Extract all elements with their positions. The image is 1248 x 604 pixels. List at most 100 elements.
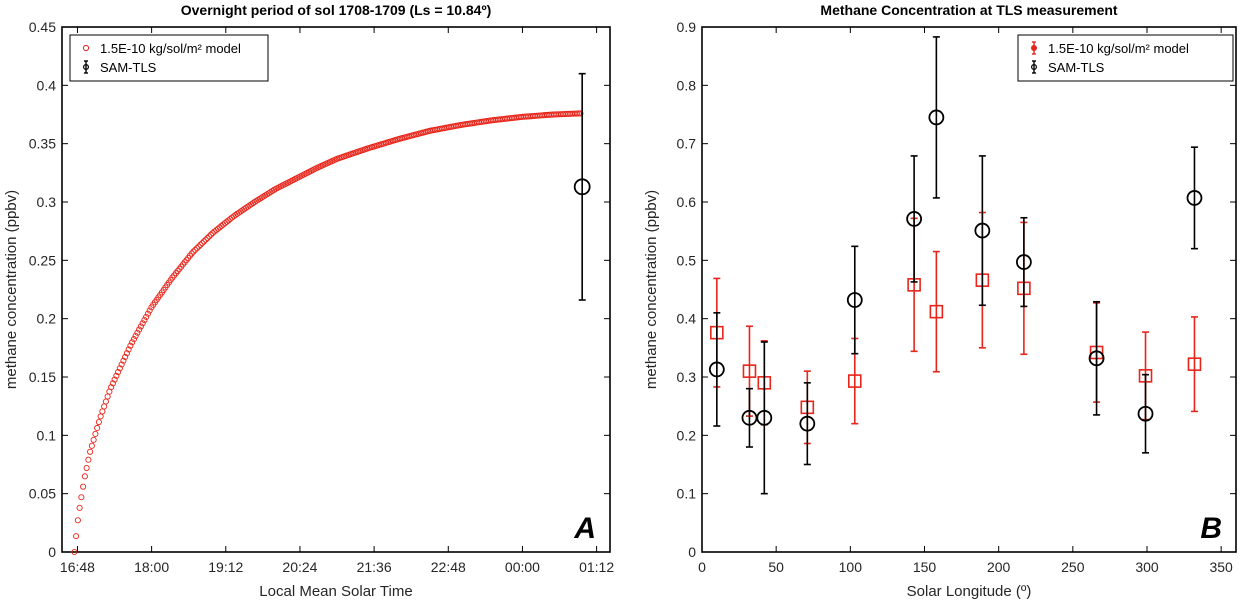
data-point — [974, 222, 991, 239]
data-point — [846, 292, 863, 308]
model-point — [134, 329, 141, 336]
y-tick-label: 0 — [48, 544, 56, 560]
model-point — [575, 110, 582, 117]
model-point — [207, 231, 214, 238]
y-tick-label: 0.4 — [37, 77, 57, 93]
model-point — [204, 235, 211, 242]
y-tick-label: 0 — [688, 544, 696, 560]
x-axis-label: Local Mean Solar Time — [259, 583, 412, 600]
plot-frame — [61, 26, 611, 553]
y-tick-label: 0.3 — [677, 369, 697, 385]
data-point — [742, 364, 757, 378]
plot-frame — [701, 26, 1237, 553]
x-tick-label: 16:48 — [60, 559, 95, 575]
x-tick-label: 19:12 — [208, 559, 243, 575]
model-point — [192, 246, 199, 253]
legend-label: SAM-TLS — [100, 60, 157, 75]
x-tick-label: 200 — [987, 559, 1011, 575]
data-point — [928, 109, 945, 126]
model-point — [190, 248, 197, 255]
x-tick-label: 01:12 — [579, 559, 614, 575]
model-point — [94, 424, 101, 432]
legend: 1.5E-10 kg/sol/m² model SAM-TLS — [1017, 34, 1234, 82]
data-point — [756, 409, 773, 426]
model-point — [99, 408, 106, 415]
legend-marker — [1030, 63, 1037, 70]
model-point — [125, 346, 132, 353]
data-point — [708, 361, 725, 378]
y-tick-label: 0.2 — [677, 427, 697, 443]
y-tick-label: 0.3 — [37, 194, 57, 210]
legend-label: 1.5E-10 kg/sol/m² model — [100, 41, 241, 56]
model-point — [144, 310, 151, 317]
y-tick-label: 0.1 — [37, 427, 57, 443]
legend-box — [69, 34, 269, 82]
model-point — [202, 236, 209, 243]
y-axis-label: methane concentration (ppbv) — [3, 190, 20, 389]
model-point — [109, 380, 116, 387]
legend-marker — [82, 44, 90, 52]
x-tick-label: 18:00 — [134, 559, 169, 575]
model-point — [127, 342, 134, 349]
x-axis-label: Solar Longitude (º) — [907, 583, 1032, 600]
model-point — [122, 353, 129, 361]
model-point — [116, 365, 123, 372]
model-point — [90, 436, 97, 443]
model-point — [200, 238, 207, 245]
model-point — [123, 350, 130, 357]
model-point — [102, 398, 109, 405]
data-point — [847, 374, 862, 388]
legend-box — [1017, 34, 1234, 82]
y-tick-label: 0.9 — [677, 19, 697, 35]
chart-title: Overnight period of sol 1708-1709 (Ls = … — [181, 2, 492, 18]
model-point — [577, 110, 584, 117]
chart-title: Methane Concentration at TLS measurement — [820, 2, 1118, 18]
x-tick-label: 150 — [913, 559, 937, 575]
model-point — [73, 533, 80, 540]
legend-marker — [1030, 44, 1037, 51]
x-tick-label: 21:36 — [357, 559, 392, 575]
model-point — [104, 393, 111, 400]
y-tick-label: 0.2 — [37, 311, 57, 327]
x-tick-label: 22:48 — [431, 559, 466, 575]
x-tick-label: 250 — [1061, 559, 1085, 575]
model-point — [85, 456, 92, 463]
y-tick-label: 0.45 — [29, 19, 56, 35]
model-point — [137, 323, 144, 330]
model-point — [120, 357, 127, 364]
model-point — [83, 464, 90, 472]
x-tick-label: 50 — [768, 559, 784, 575]
data-point — [799, 415, 816, 432]
y-tick-label: 0.25 — [29, 252, 56, 268]
series-0 — [71, 110, 584, 556]
model-point — [197, 241, 204, 248]
model-point — [97, 413, 104, 420]
model-point — [193, 245, 200, 252]
data-point — [1088, 350, 1105, 367]
y-tick-label: 0.1 — [677, 486, 697, 502]
model-point — [130, 336, 137, 343]
x-tick-label: 00:00 — [505, 559, 540, 575]
panel-letter: A — [573, 512, 596, 545]
y-tick-label: 0.4 — [677, 311, 697, 327]
model-point — [129, 339, 136, 346]
data-point — [929, 304, 944, 319]
model-point — [76, 504, 83, 511]
model-point — [111, 376, 118, 383]
y-axis-label: methane concentration (ppbv) — [643, 190, 660, 389]
data-point — [1186, 190, 1203, 206]
model-point — [95, 418, 102, 426]
model-point — [118, 361, 125, 368]
y-tick-label: 0.05 — [29, 486, 56, 502]
x-tick-label: 350 — [1209, 559, 1233, 575]
x-tick-label: 20:24 — [282, 559, 317, 575]
model-point — [573, 110, 580, 117]
y-tick-label: 0.5 — [677, 252, 697, 268]
legend-label: 1.5E-10 kg/sol/m² model — [1048, 41, 1189, 56]
x-tick-label: 100 — [839, 559, 863, 575]
data-point — [1015, 254, 1032, 270]
model-point — [195, 243, 202, 250]
model-point — [115, 368, 122, 376]
